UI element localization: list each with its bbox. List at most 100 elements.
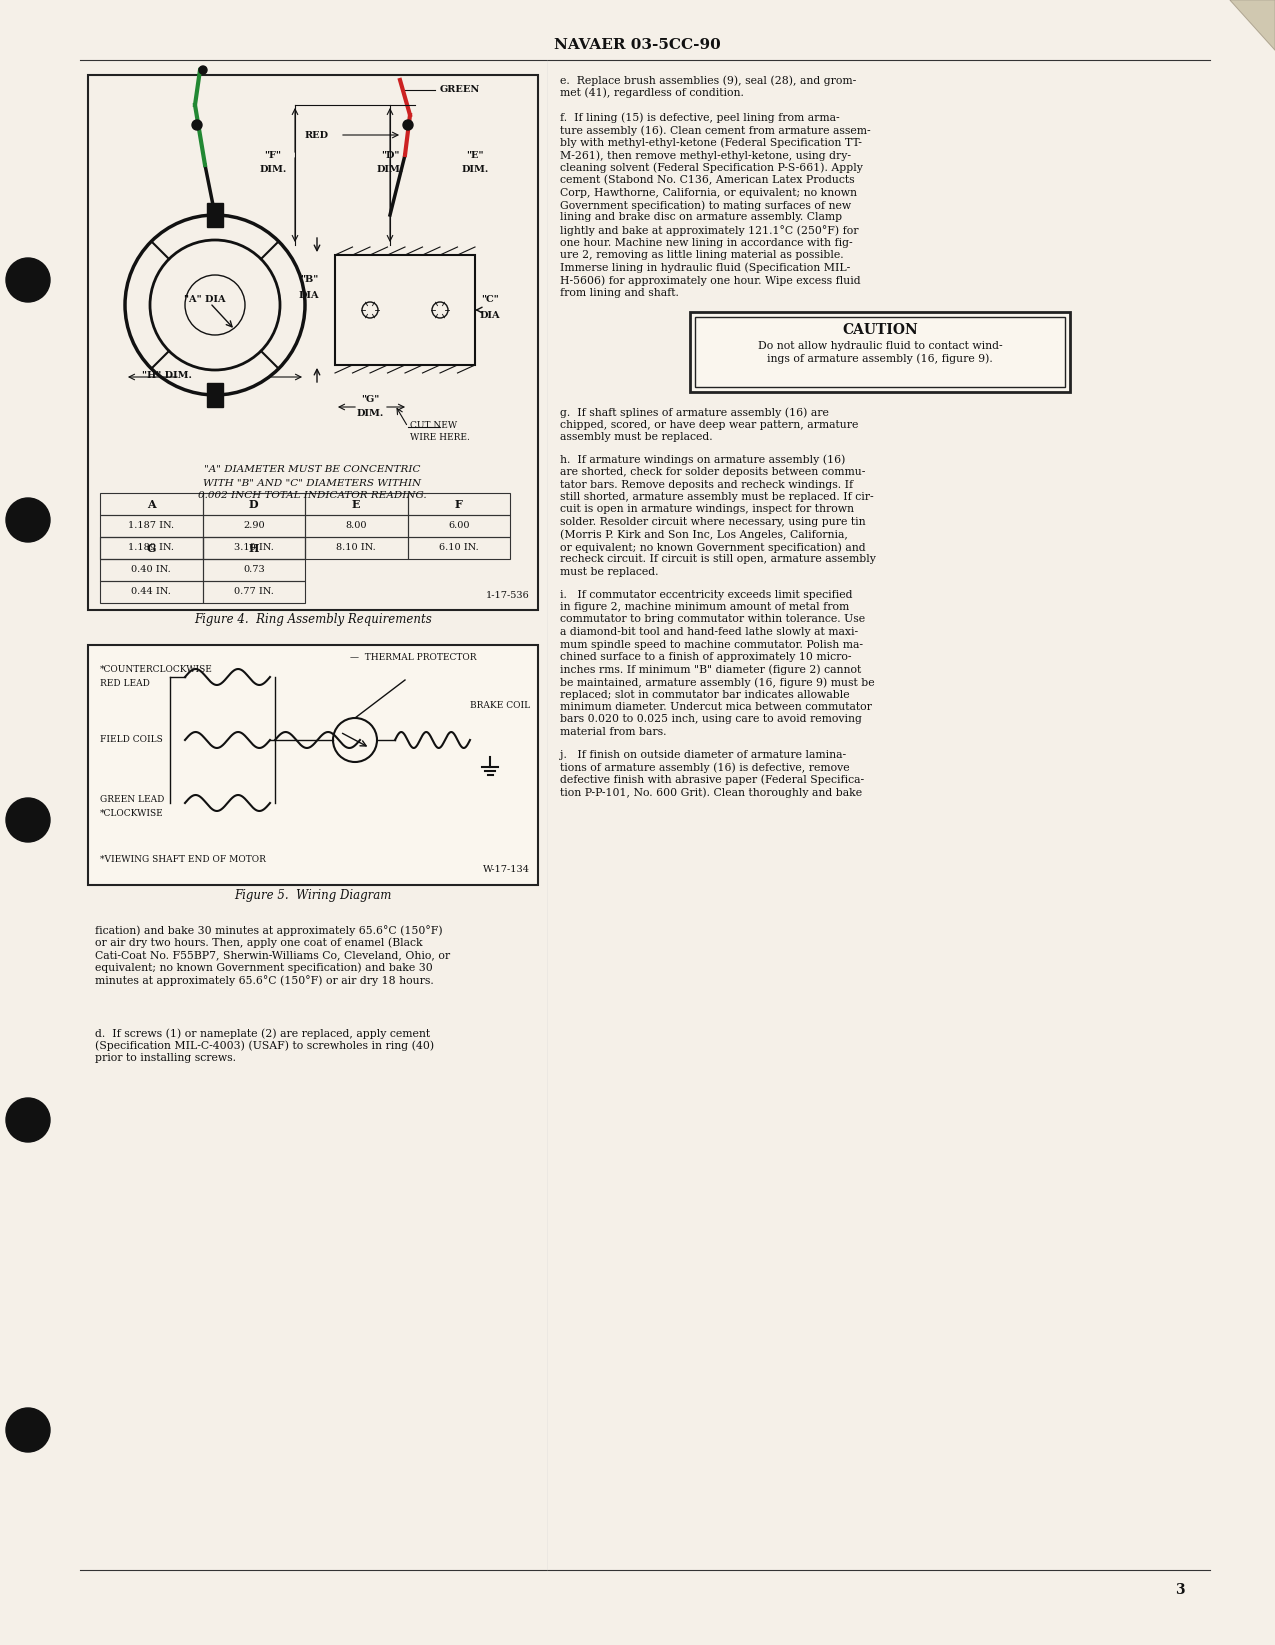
Text: Cati-Coat No. F55BP7, Sherwin-Williams Co, Cleveland, Ohio, or: Cati-Coat No. F55BP7, Sherwin-Williams C…: [96, 951, 450, 961]
Bar: [335, 255, 476, 365]
Text: 0.44 IN.: 0.44 IN.: [131, 587, 171, 597]
Text: are shorted, check for solder deposits between commu-: are shorted, check for solder deposits b…: [560, 467, 866, 477]
Text: e.  Replace brush assemblies (9), seal (28), and grom-: e. Replace brush assemblies (9), seal (2…: [560, 76, 857, 86]
Text: bars 0.020 to 0.025 inch, using care to avoid removing: bars 0.020 to 0.025 inch, using care to …: [560, 714, 862, 724]
Text: f.  If lining (15) is defective, peel lining from arma-: f. If lining (15) is defective, peel lin…: [560, 112, 840, 123]
Text: "D": "D": [381, 150, 399, 160]
Text: A: A: [147, 498, 156, 510]
Text: H-5606) for approximately one hour. Wipe excess fluid: H-5606) for approximately one hour. Wipe…: [560, 275, 861, 286]
Text: ings of armature assembly (16, figure 9).: ings of armature assembly (16, figure 9)…: [768, 354, 993, 364]
Circle shape: [403, 120, 413, 130]
Text: *CLOCKWISE: *CLOCKWISE: [99, 808, 163, 818]
Text: in figure 2, machine minimum amount of metal from: in figure 2, machine minimum amount of m…: [560, 602, 849, 612]
Text: Figure 5.  Wiring Diagram: Figure 5. Wiring Diagram: [235, 888, 391, 901]
Bar: [99, 494, 203, 515]
Text: FIELD COILS: FIELD COILS: [99, 735, 163, 745]
Text: inches rms. If minimum "B" diameter (figure 2) cannot: inches rms. If minimum "B" diameter (fig…: [560, 665, 861, 674]
Text: NAVAER 03-5CC-90: NAVAER 03-5CC-90: [553, 38, 720, 53]
Text: *COUNTERCLOCKWISE: *COUNTERCLOCKWISE: [99, 666, 213, 674]
Text: BRAKE COIL: BRAKE COIL: [470, 701, 530, 709]
Text: "C": "C": [481, 296, 499, 304]
Text: cleaning solvent (Federal Specification P-S-661). Apply: cleaning solvent (Federal Specification …: [560, 163, 863, 173]
Bar: [305, 515, 408, 536]
Circle shape: [6, 258, 50, 303]
Text: equivalent; no known Government specification) and bake 30: equivalent; no known Government specific…: [96, 962, 432, 974]
Text: defective finish with abrasive paper (Federal Specifica-: defective finish with abrasive paper (Fe…: [560, 775, 864, 785]
Text: Corp, Hawthorne, California, or equivalent; no known: Corp, Hawthorne, California, or equivale…: [560, 188, 857, 197]
Text: 1-17-536: 1-17-536: [486, 591, 530, 599]
Circle shape: [199, 66, 207, 74]
Text: lining and brake disc on armature assembly. Clamp: lining and brake disc on armature assemb…: [560, 212, 842, 222]
Text: tions of armature assembly (16) is defective, remove: tions of armature assembly (16) is defec…: [560, 762, 849, 773]
Text: DIM.: DIM.: [259, 166, 287, 174]
Bar: [88, 645, 538, 885]
Polygon shape: [1230, 0, 1275, 49]
Text: 0.40 IN.: 0.40 IN.: [131, 566, 171, 574]
Text: "B": "B": [300, 275, 319, 285]
Circle shape: [6, 1408, 50, 1453]
Text: minutes at approximately 65.6°C (150°F) or air dry 18 hours.: minutes at approximately 65.6°C (150°F) …: [96, 975, 434, 985]
Circle shape: [6, 498, 50, 541]
Text: G: G: [147, 543, 156, 553]
Text: WIRE HERE.: WIRE HERE.: [411, 434, 470, 443]
Text: 0.002 INCH TOTAL INDICATOR READING.: 0.002 INCH TOTAL INDICATOR READING.: [198, 492, 426, 500]
Text: "E": "E": [467, 150, 483, 160]
Text: be maintained, armature assembly (16, figure 9) must be: be maintained, armature assembly (16, fi…: [560, 678, 875, 688]
Bar: [305, 536, 408, 559]
Text: d.  If screws (1) or nameplate (2) are replaced, apply cement: d. If screws (1) or nameplate (2) are re…: [96, 1028, 430, 1038]
Text: must be replaced.: must be replaced.: [560, 568, 658, 577]
Text: 6.10 IN.: 6.10 IN.: [439, 543, 478, 553]
Text: 2.90: 2.90: [244, 521, 265, 530]
Bar: [203, 515, 305, 536]
Text: one hour. Machine new lining in accordance with fig-: one hour. Machine new lining in accordan…: [560, 237, 853, 247]
Text: Government specification) to mating surfaces of new: Government specification) to mating surf…: [560, 201, 852, 211]
Text: cement (Stabond No. C136, American Latex Products: cement (Stabond No. C136, American Latex…: [560, 174, 854, 186]
Bar: [408, 515, 510, 536]
Text: "F": "F": [264, 150, 282, 160]
Bar: [99, 581, 203, 604]
Bar: [99, 536, 203, 559]
Text: 6.00: 6.00: [448, 521, 469, 530]
Bar: [203, 581, 305, 604]
Bar: [207, 202, 223, 227]
Text: ture assembly (16). Clean cement from armature assem-: ture assembly (16). Clean cement from ar…: [560, 125, 871, 135]
Circle shape: [193, 120, 201, 130]
Text: 1.189 IN.: 1.189 IN.: [129, 543, 175, 553]
Text: or air dry two hours. Then, apply one coat of enamel (Black: or air dry two hours. Then, apply one co…: [96, 938, 422, 948]
Text: material from bars.: material from bars.: [560, 727, 667, 737]
Text: GREEN LEAD: GREEN LEAD: [99, 796, 164, 804]
Text: DIM.: DIM.: [462, 166, 488, 174]
Text: CAUTION: CAUTION: [842, 322, 918, 337]
Text: WITH "B" AND "C" DIAMETERS WITHIN: WITH "B" AND "C" DIAMETERS WITHIN: [203, 479, 421, 487]
FancyBboxPatch shape: [690, 313, 1070, 392]
Text: h.  If armature windings on armature assembly (16): h. If armature windings on armature asse…: [560, 454, 845, 466]
Text: —  THERMAL PROTECTOR: — THERMAL PROTECTOR: [351, 653, 477, 661]
Text: or equivalent; no known Government specification) and: or equivalent; no known Government speci…: [560, 541, 866, 553]
Text: DIA: DIA: [479, 311, 500, 319]
Text: tator bars. Remove deposits and recheck windings. If: tator bars. Remove deposits and recheck …: [560, 479, 853, 490]
Bar: [203, 536, 305, 559]
Bar: [203, 536, 305, 559]
Text: replaced; slot in commutator bar indicates allowable: replaced; slot in commutator bar indicat…: [560, 689, 849, 699]
Text: i.   If commutator eccentricity exceeds limit specified: i. If commutator eccentricity exceeds li…: [560, 589, 853, 599]
Text: cuit is open in armature windings, inspect for thrown: cuit is open in armature windings, inspe…: [560, 505, 854, 515]
Bar: [203, 559, 305, 581]
Text: CUT NEW: CUT NEW: [411, 421, 458, 429]
Text: minimum diameter. Undercut mica between commutator: minimum diameter. Undercut mica between …: [560, 702, 872, 712]
Text: lightly and bake at approximately 121.1°C (250°F) for: lightly and bake at approximately 121.1°…: [560, 225, 858, 235]
Text: solder. Resolder circuit where necessary, using pure tin: solder. Resolder circuit where necessary…: [560, 517, 866, 526]
Text: "A" DIAMETER MUST BE CONCENTRIC: "A" DIAMETER MUST BE CONCENTRIC: [204, 466, 421, 474]
Bar: [408, 494, 510, 515]
Text: 0.77 IN.: 0.77 IN.: [233, 587, 274, 597]
Text: DIM.: DIM.: [357, 408, 384, 418]
Circle shape: [6, 798, 50, 842]
Bar: [88, 645, 538, 885]
Text: E: E: [352, 498, 361, 510]
Bar: [99, 515, 203, 536]
Bar: [305, 494, 408, 515]
Bar: [99, 536, 203, 559]
Text: assembly must be replaced.: assembly must be replaced.: [560, 433, 713, 443]
Bar: [408, 536, 510, 559]
Text: GREEN: GREEN: [440, 86, 481, 94]
Text: 8.00: 8.00: [346, 521, 367, 530]
